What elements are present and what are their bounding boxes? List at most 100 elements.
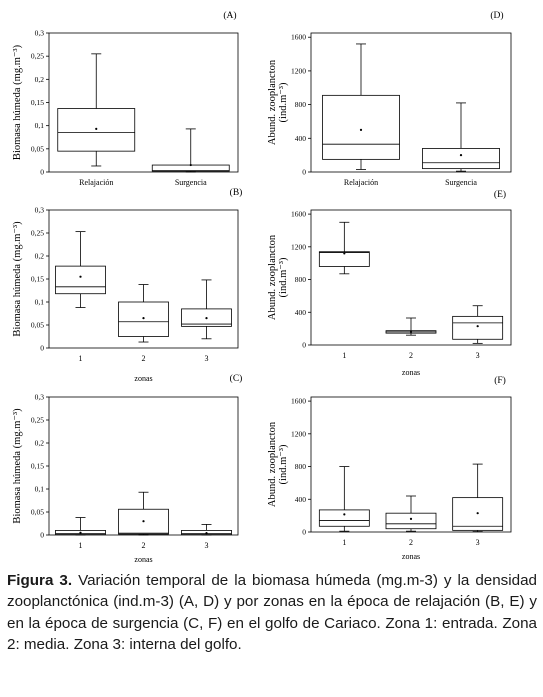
y-tick-label: 0,15	[31, 98, 44, 107]
box-mean-dot	[476, 325, 479, 328]
y-axis-label: Biomasa húmeda (mg.m⁻³)	[12, 221, 23, 337]
y-axis-label: Biomasa húmeda (mg.m⁻³)	[12, 408, 23, 524]
box-iqr	[452, 315, 504, 340]
panel-letter: (E)	[494, 189, 506, 200]
y-tick-label: 0,2	[35, 75, 45, 84]
figure-caption: Figura 3. Variación temporal de la bioma…	[7, 570, 537, 655]
y-tick-label: 800	[295, 275, 307, 284]
box-iqr	[318, 509, 370, 527]
x-category-label: 2	[142, 541, 146, 550]
box-2	[385, 317, 437, 336]
y-axis-label: Abund. zooplancton(ind.m⁻³)	[267, 234, 289, 320]
y-tick-label: 0	[40, 344, 44, 353]
y-tick-label: 1200	[291, 66, 306, 75]
y-tick-label: 0	[40, 531, 44, 540]
y-tick-label: 0,3	[35, 393, 45, 402]
y-tick-label: 1600	[291, 397, 306, 406]
chart-panel-f: 0 400 800 1200 1600 1 2 3 zonas (F) Abund. zooplan…	[267, 375, 512, 561]
chart-panel-b: 0 0,05 0,1 0,15 0,2 0,25 0,3 1 2 3 zonas (B) Biomasa…	[12, 187, 242, 383]
box-1	[57, 53, 136, 167]
plot-frame	[310, 209, 512, 346]
x-category-label: 3	[205, 541, 209, 550]
y-axis-label: Biomasa húmeda (mg.m⁻³)	[12, 44, 23, 160]
box-mean-dot	[409, 517, 413, 521]
x-category-label: Relajación	[79, 178, 113, 187]
box-3	[452, 463, 504, 532]
y-axis-label-line: (ind.m⁻³)	[278, 444, 289, 484]
chart-panel-e: 0 400 800 1200 1600 1 2 3 zonas (E) Abund. zooplan…	[267, 189, 512, 377]
chart-panel-c: 0 0,05 0,1 0,15 0,2 0,25 0,3 1 2 3 zonas (C) Biomasa…	[12, 373, 242, 564]
box-mean-dot	[95, 127, 98, 131]
y-tick-label: 800	[295, 100, 307, 109]
box-3	[452, 305, 504, 344]
y-tick-label: 0	[40, 168, 44, 177]
y-tick-label: 0,05	[31, 144, 44, 153]
y-tick-label: 800	[295, 462, 307, 471]
box-1	[55, 517, 106, 536]
caption-label: Figura 3.	[7, 572, 73, 589]
y-tick-label: 0,15	[31, 275, 44, 284]
y-tick-label: 0,15	[31, 462, 44, 471]
box-2	[118, 284, 169, 343]
box-mean-dot	[359, 128, 363, 131]
y-axis-label-line: (ind.m⁻³)	[278, 82, 289, 122]
x-category-label: 2	[142, 354, 146, 363]
box-2	[422, 102, 500, 172]
y-tick-label: 0,25	[31, 229, 44, 238]
y-tick-label: 0,3	[35, 206, 45, 215]
box-1	[322, 43, 400, 170]
y-tick-label: 0,3	[35, 29, 45, 38]
y-axis-label: Abund. zooplancton(ind.m⁻³)	[267, 421, 289, 507]
box-mean-dot	[142, 317, 145, 320]
box-iqr	[385, 512, 437, 530]
y-axis-label-line: Abund. zooplancton	[267, 421, 278, 507]
y-tick-label: 0,2	[35, 439, 45, 448]
y-tick-label: 1200	[291, 429, 306, 438]
box-mean-dot	[459, 154, 463, 157]
x-category-label: 3	[205, 354, 209, 363]
y-tick-label: 0,1	[35, 298, 45, 307]
box-iqr	[318, 251, 370, 267]
y-tick-label: 400	[295, 308, 307, 317]
x-category-label: Surgencia	[445, 178, 477, 187]
y-tick-label: 1200	[291, 242, 306, 251]
y-tick-label: 0,25	[31, 52, 44, 61]
y-axis-label-line: Abund. zooplancton	[267, 59, 278, 145]
x-category-label: 1	[342, 538, 346, 547]
y-tick-label: 0,05	[31, 508, 44, 517]
y-axis-label: Abund. zooplancton(ind.m⁻³)	[267, 59, 289, 145]
y-tick-label: 0,05	[31, 321, 44, 330]
x-category-label: 2	[409, 538, 413, 547]
panel-letter: (B)	[230, 187, 243, 198]
y-tick-label: 0	[302, 341, 306, 350]
x-category-label: 2	[409, 351, 413, 360]
box-iqr	[322, 94, 400, 160]
x-axis-label: zonas	[402, 552, 420, 561]
y-tick-label: 1600	[291, 33, 306, 42]
chart-panel-a: 0 0,05 0,1 0,15 0,2 0,25 0,3 Relajación Surgenci…	[12, 10, 239, 187]
box-mean-dot	[343, 252, 346, 255]
box-2	[151, 128, 230, 173]
box-1	[318, 466, 370, 532]
box-mean-dot	[343, 513, 346, 516]
box-mean-dot	[79, 275, 82, 278]
plot-frame	[310, 396, 512, 533]
panel-letter: (A)	[223, 10, 236, 21]
x-axis-label: zonas	[402, 368, 420, 377]
caption-text: Variación temporal de la biomasa húmeda …	[7, 572, 537, 653]
y-tick-label: 0,2	[35, 252, 45, 261]
x-category-label: Relajación	[344, 178, 378, 187]
box-mean-dot	[79, 531, 82, 534]
box-mean-dot	[476, 512, 479, 515]
box-3	[181, 524, 232, 536]
x-category-label: 3	[476, 351, 480, 360]
x-axis-label: zonas	[134, 374, 152, 383]
y-tick-label: 0,1	[35, 485, 45, 494]
box-iqr	[118, 301, 169, 337]
y-tick-label: 0,25	[31, 416, 44, 425]
box-mean-dot	[409, 330, 413, 334]
panel-letter: (C)	[230, 373, 243, 384]
x-category-label: 1	[79, 354, 83, 363]
x-axis-label: zonas	[134, 555, 152, 564]
y-tick-label: 0,1	[35, 121, 45, 130]
